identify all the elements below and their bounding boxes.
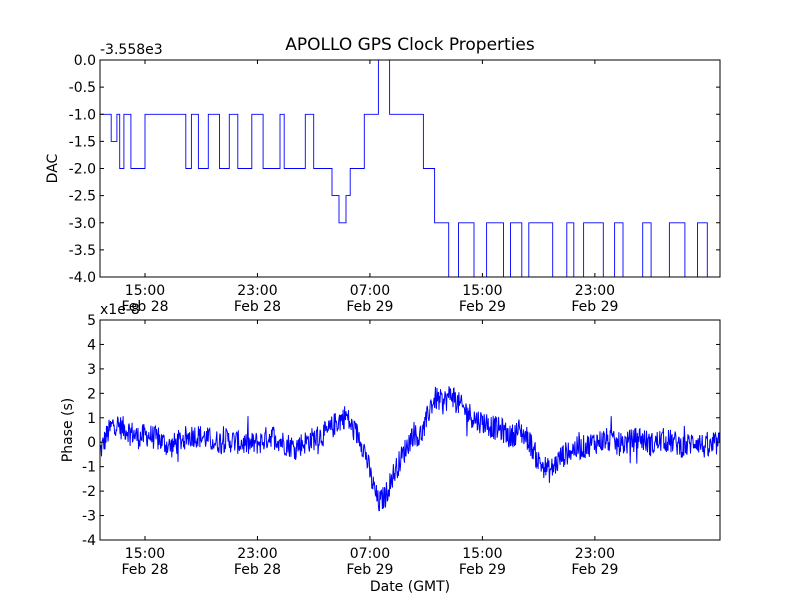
plot-frame [99,319,721,541]
x-tick-date-label: Feb 29 [459,562,506,578]
x-tick-time-label: 15:00 [125,283,165,299]
y-tick-label: -3.0 [69,216,96,232]
y-tick-label: -2.0 [69,162,96,178]
x-tick-date-label: Feb 29 [571,562,618,578]
y-tick-label: -0.5 [69,80,96,96]
y-tick-label: 5 [87,313,96,329]
y-tick-label: -2.5 [69,189,96,205]
y-tick-label: 4 [87,337,96,353]
phase-series-line [99,386,721,512]
y-axis-label: Phase (s) [60,398,76,462]
x-tick-time-label: 07:00 [350,546,390,562]
y-tick-label: -3.5 [69,243,96,259]
x-tick-date-label: Feb 29 [571,299,618,315]
y-tick-label: 0.0 [74,53,96,69]
y-tick-label: 1 [87,411,96,427]
y-tick-label: -4.0 [69,270,96,286]
x-tick-date-label: Feb 28 [121,562,168,578]
x-tick-time-label: 15:00 [125,546,165,562]
x-tick-time-label: 23:00 [237,283,277,299]
axis-offset-label: -3.558e3 [100,42,163,58]
y-tick-label: -1 [82,460,96,476]
x-tick-date-label: Feb 29 [346,562,393,578]
x-tick-date-label: Feb 28 [234,562,281,578]
x-axis-label: Date (GMT) [370,579,450,595]
dac-panel: 0.0 -0.5 -1.0 -1.5 -2.0 -2.5 -3.0 -3.5 -4.0 15:00… [45,42,721,315]
axis-offset-label: x1e-8 [100,302,140,318]
y-tick-label: -4 [82,533,96,549]
y-tick-label: -1.0 [69,107,96,123]
x-tick-date-label: Feb 29 [459,299,506,315]
x-tick-time-label: 15:00 [462,546,502,562]
y-tick-label: -3 [82,509,96,525]
x-tick-date-label: Feb 28 [234,299,281,315]
y-tick-label: 2 [87,386,96,402]
x-tick-time-label: 15:00 [462,283,502,299]
x-tick-date-label: Feb 28 [121,299,168,315]
y-axis-label: DAC [45,153,61,183]
x-tick-time-label: 23:00 [575,283,615,299]
y-tick-label: 0 [87,435,96,451]
plot-frame [99,59,721,278]
dac-series-line [100,59,721,278]
x-tick-time-label: 07:00 [350,283,390,299]
chart-title: APOLLO GPS Clock Properties [285,35,535,55]
y-tick-label: -2 [82,484,96,500]
x-tick-time-label: 23:00 [237,546,277,562]
x-tick-date-label: Feb 29 [346,299,393,315]
y-tick-label: -1.5 [69,134,96,150]
y-tick-label: 3 [87,362,96,378]
x-tick-time-label: 23:00 [575,546,615,562]
